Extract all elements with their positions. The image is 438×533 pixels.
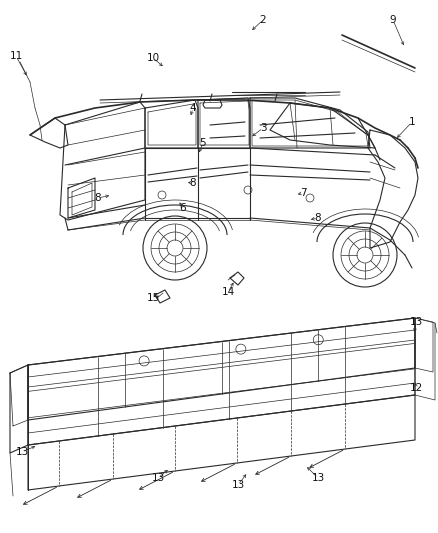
Text: 13: 13 <box>15 447 28 457</box>
Text: 13: 13 <box>152 473 165 483</box>
Text: 11: 11 <box>9 51 23 61</box>
Text: 4: 4 <box>190 103 196 113</box>
Text: 13: 13 <box>410 317 423 327</box>
Text: 5: 5 <box>200 138 206 148</box>
Text: 8: 8 <box>190 178 196 188</box>
Text: 12: 12 <box>410 383 423 393</box>
Text: 8: 8 <box>95 193 101 203</box>
Text: 13: 13 <box>231 480 245 490</box>
Text: 13: 13 <box>311 473 325 483</box>
Text: 14: 14 <box>221 287 235 297</box>
Text: 6: 6 <box>180 203 186 213</box>
Text: 8: 8 <box>314 213 321 223</box>
Text: 3: 3 <box>260 123 266 133</box>
Text: 7: 7 <box>300 188 306 198</box>
Text: 2: 2 <box>260 15 266 25</box>
Text: 15: 15 <box>146 293 159 303</box>
Text: 1: 1 <box>409 117 415 127</box>
Text: 10: 10 <box>146 53 159 63</box>
Text: 9: 9 <box>390 15 396 25</box>
